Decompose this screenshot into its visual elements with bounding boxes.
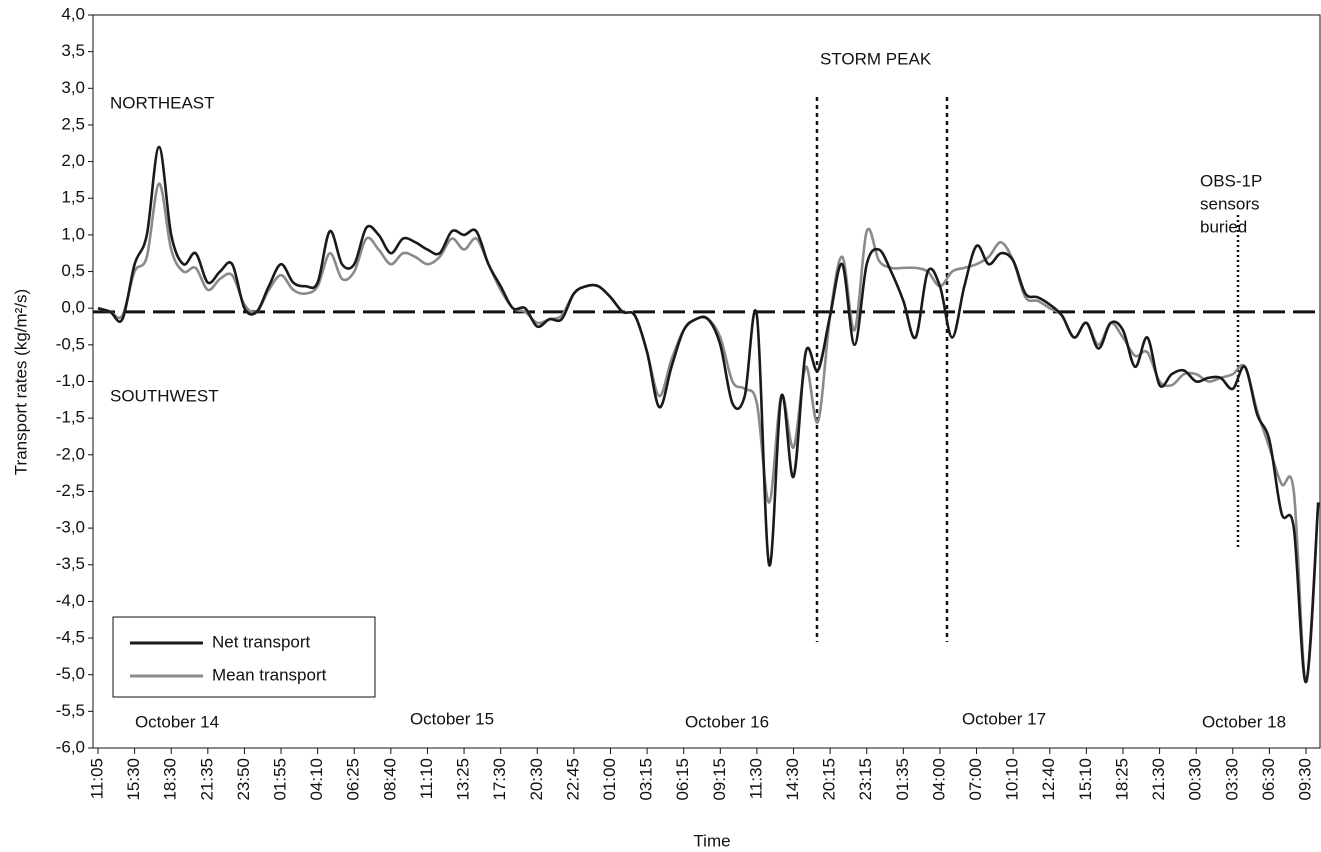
x-axis-title: Time	[693, 831, 730, 850]
x-tick-label: 06:15	[673, 758, 692, 801]
x-tick-label: 23:50	[234, 758, 253, 801]
x-tick-label: 18:25	[1112, 758, 1131, 801]
y-tick-label: -2,0	[56, 444, 85, 463]
y-tick-label: 2,5	[61, 114, 85, 133]
date-label: October 14	[135, 712, 219, 731]
x-tick-label: 13:25	[454, 758, 473, 801]
y-tick-label: 1,0	[61, 224, 85, 243]
x-tick-label: 06:25	[344, 758, 363, 801]
x-tick-label: 01:35	[893, 758, 912, 801]
x-tick-label: 23:15	[856, 758, 875, 801]
annotation: NORTHEAST	[110, 93, 215, 112]
x-tick-label: 04:10	[307, 758, 326, 801]
x-tick-label: 21:35	[197, 758, 216, 801]
y-tick-label: -1,0	[56, 371, 85, 390]
x-tick-label: 15:30	[124, 758, 143, 801]
y-tick-label: -4,5	[56, 628, 85, 647]
x-tick-label: 08:40	[380, 758, 399, 801]
x-tick-label: 07:00	[966, 758, 985, 801]
annotation: STORM PEAK	[820, 49, 932, 68]
x-tick-label: 17:30	[490, 758, 509, 801]
annotation: SOUTHWEST	[110, 386, 219, 405]
x-tick-label: 01:55	[271, 758, 290, 801]
y-tick-label: -3,0	[56, 518, 85, 537]
date-label: October 16	[685, 712, 769, 731]
annotation: buried	[1200, 217, 1247, 236]
y-tick-label: -2,5	[56, 481, 85, 500]
x-tick-label: 20:30	[527, 758, 546, 801]
legend-label: Net transport	[212, 632, 311, 651]
x-tick-label: 22:45	[563, 758, 582, 801]
legend-box	[112, 616, 376, 698]
x-tick-label: 00:30	[1186, 758, 1205, 801]
annotation: sensors	[1200, 194, 1260, 213]
y-tick-label: 4,0	[61, 4, 85, 23]
x-tick-label: 03:15	[637, 758, 656, 801]
y-tick-label: -5,5	[56, 701, 85, 720]
y-tick-label: 3,5	[61, 41, 85, 60]
date-label: October 15	[410, 709, 494, 728]
annotation: OBS-1P	[1200, 171, 1262, 190]
y-tick-label: -3,5	[56, 554, 85, 573]
y-tick-label: 0,0	[61, 298, 85, 317]
x-tick-label: 12:40	[1039, 758, 1058, 801]
series-line	[97, 145, 1320, 684]
y-tick-label: 3,0	[61, 78, 85, 97]
y-tick-label: 0,5	[61, 261, 85, 280]
y-tick-label: -4,0	[56, 591, 85, 610]
x-tick-label: 11:30	[746, 758, 765, 799]
x-tick-label: 09:15	[710, 758, 729, 801]
x-tick-label: 15:10	[1076, 758, 1095, 801]
x-tick-label: 11:10	[417, 758, 436, 799]
x-tick-label: 20:15	[820, 758, 839, 801]
x-tick-label: 01:00	[600, 758, 619, 801]
date-label: October 18	[1202, 712, 1286, 731]
x-tick-label: 21:30	[1149, 758, 1168, 801]
date-label: October 17	[962, 709, 1046, 728]
x-tick-label: 14:30	[783, 758, 802, 801]
y-tick-label: 2,0	[61, 151, 85, 170]
x-tick-label: 11:05	[87, 758, 106, 799]
x-tick-label: 06:30	[1259, 758, 1278, 801]
x-tick-label: 04:00	[929, 758, 948, 801]
y-tick-label: -0,5	[56, 334, 85, 353]
legend-label: Mean transport	[212, 665, 327, 684]
series-line	[97, 182, 1320, 684]
x-tick-label: 18:30	[161, 758, 180, 801]
y-tick-label: 1,5	[61, 188, 85, 207]
y-tick-label: -5,0	[56, 664, 85, 683]
y-tick-label: -6,0	[56, 737, 85, 756]
y-tick-label: -1,5	[56, 408, 85, 427]
y-axis-title: Transport rates (kg/m²/s)	[11, 289, 30, 475]
x-tick-label: 10:10	[1003, 758, 1022, 801]
x-tick-label: 09:30	[1295, 758, 1314, 801]
x-tick-label: 03:30	[1222, 758, 1241, 801]
